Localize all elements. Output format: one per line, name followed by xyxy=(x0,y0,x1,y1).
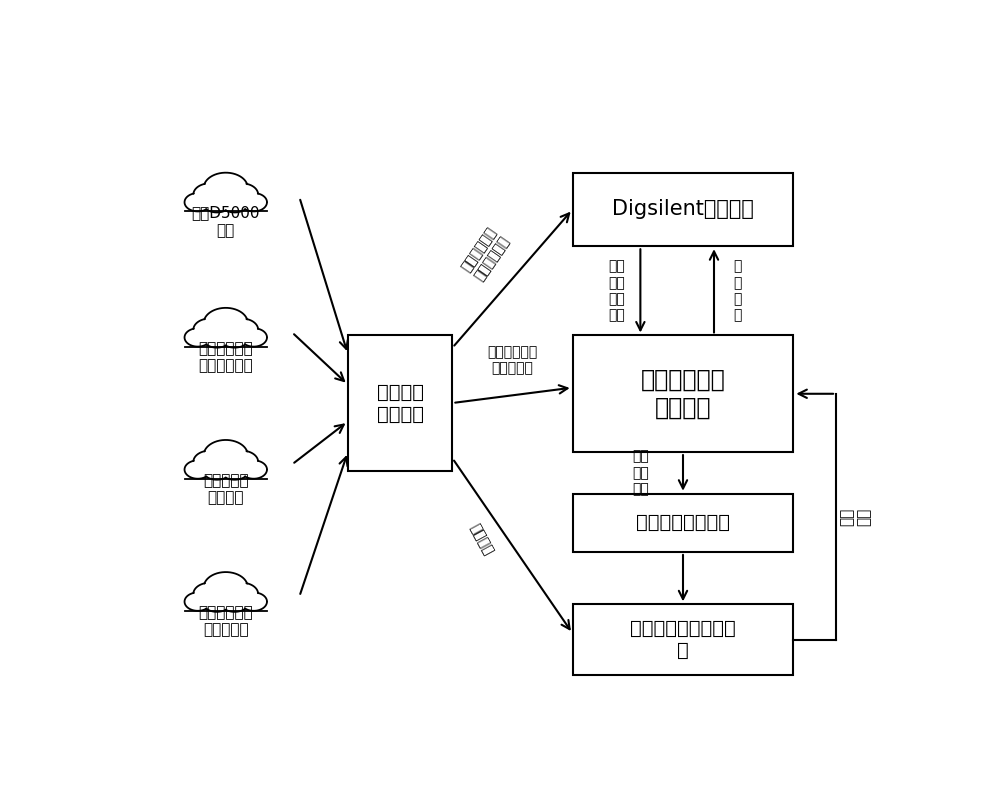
Polygon shape xyxy=(220,591,249,612)
Polygon shape xyxy=(240,328,267,346)
Text: 控制指令下达执行: 控制指令下达执行 xyxy=(636,513,730,532)
Text: 调度D5000
系统: 调度D5000 系统 xyxy=(192,206,260,238)
Polygon shape xyxy=(226,451,258,473)
Polygon shape xyxy=(240,592,267,610)
FancyBboxPatch shape xyxy=(573,494,793,552)
FancyBboxPatch shape xyxy=(573,335,793,452)
Polygon shape xyxy=(240,193,267,211)
Polygon shape xyxy=(185,592,211,610)
Polygon shape xyxy=(226,318,258,341)
Polygon shape xyxy=(185,193,211,211)
Polygon shape xyxy=(204,440,248,471)
Text: 电网参数及控
制单元信息: 电网参数及控 制单元信息 xyxy=(487,345,538,375)
FancyBboxPatch shape xyxy=(573,172,793,247)
Text: 调度下达的电
压控制曲线: 调度下达的电 压控制曲线 xyxy=(198,605,253,638)
Polygon shape xyxy=(204,172,248,203)
Polygon shape xyxy=(204,308,248,338)
Polygon shape xyxy=(220,327,249,348)
Polygon shape xyxy=(226,583,258,605)
Text: 无功电压优化
控制模块: 无功电压优化 控制模块 xyxy=(641,368,725,420)
Text: 最优
无功
配置: 最优 无功 配置 xyxy=(632,450,649,496)
Polygon shape xyxy=(193,184,226,206)
Polygon shape xyxy=(202,192,232,212)
Polygon shape xyxy=(185,460,211,479)
Text: 无
功
配
置: 无 功 配 置 xyxy=(733,259,741,322)
Polygon shape xyxy=(202,327,232,348)
Polygon shape xyxy=(193,583,226,605)
Text: 电网参数与风
电场实测参数: 电网参数与风 电场实测参数 xyxy=(459,225,512,283)
Text: 风电场各控制
单元运行信息: 风电场各控制 单元运行信息 xyxy=(198,341,253,373)
Text: 风电场数据
采集系统: 风电场数据 采集系统 xyxy=(203,472,249,505)
Text: 反馈
控制: 反馈 控制 xyxy=(839,508,872,526)
Polygon shape xyxy=(220,192,249,212)
Polygon shape xyxy=(240,460,267,479)
FancyBboxPatch shape xyxy=(573,604,793,675)
Text: 数据实时
采集系统: 数据实时 采集系统 xyxy=(377,382,424,424)
Polygon shape xyxy=(193,318,226,341)
Polygon shape xyxy=(220,460,249,480)
Polygon shape xyxy=(202,591,232,612)
Text: 计算
的电
压波
动值: 计算 的电 压波 动值 xyxy=(609,259,626,322)
Text: Digsilent计算模块: Digsilent计算模块 xyxy=(612,200,754,219)
Polygon shape xyxy=(226,184,258,206)
Polygon shape xyxy=(202,460,232,480)
Text: 执行结果系统反馈响
应: 执行结果系统反馈响 应 xyxy=(630,619,736,660)
Polygon shape xyxy=(204,572,248,602)
Text: 实时结果: 实时结果 xyxy=(467,522,496,558)
FancyBboxPatch shape xyxy=(348,335,452,471)
Polygon shape xyxy=(185,328,211,346)
Polygon shape xyxy=(193,451,226,473)
